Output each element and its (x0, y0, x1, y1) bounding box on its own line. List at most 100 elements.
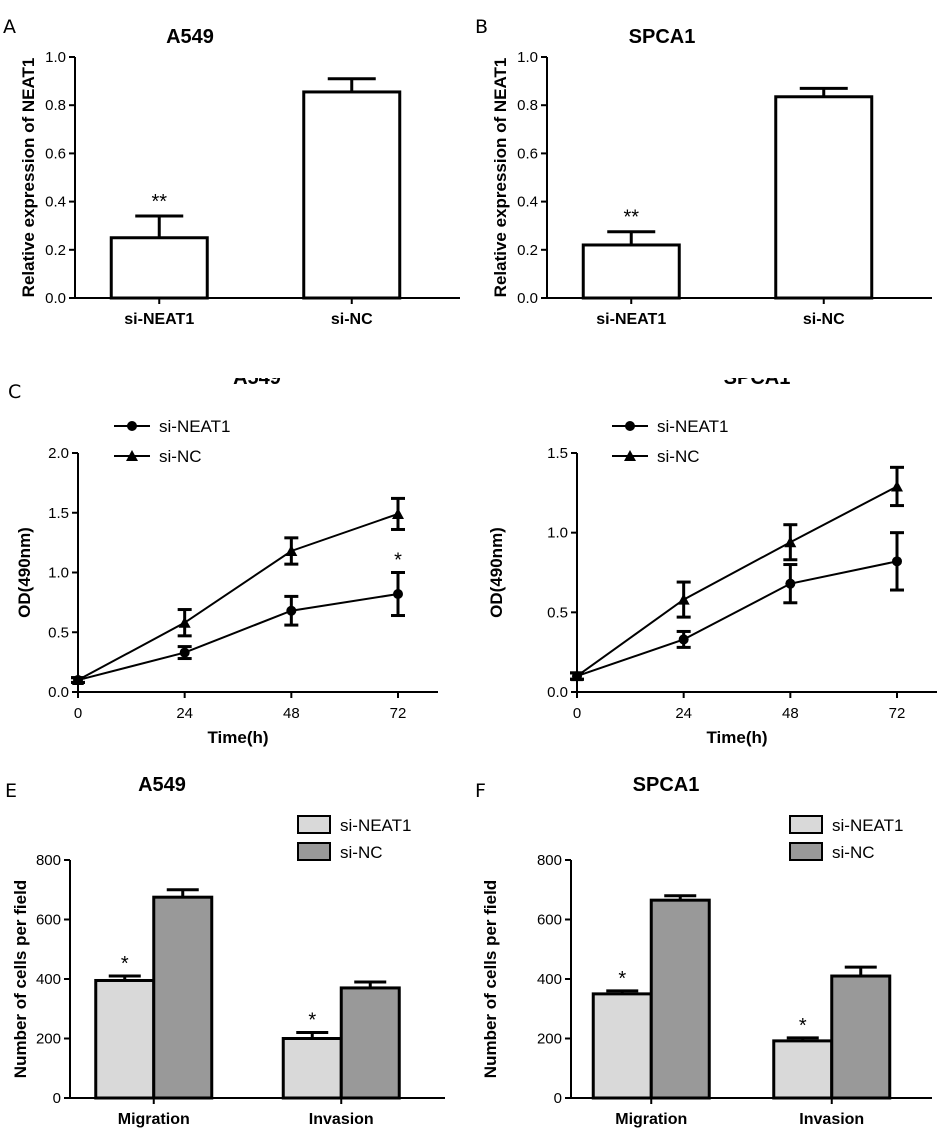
y-tick-label: 0.8 (517, 97, 538, 114)
significance-mark: ** (151, 191, 167, 213)
x-tick-label: 48 (283, 705, 300, 722)
chart-title: SPCA1 (629, 26, 696, 48)
panel-letter: D (480, 378, 495, 381)
bar-si-nc-migration (649, 898, 711, 1100)
bar-si-nc-invasion (830, 974, 892, 1100)
bar-si-nc (302, 90, 402, 300)
y-tick-label: 0.5 (547, 604, 568, 621)
y-axis-label: Number of cells per field (11, 880, 30, 1078)
data-point (892, 556, 902, 567)
series-line-si-neat1 (77, 593, 399, 682)
panel-c: C A549 0.0 0.5 1.0 1.5 2.0 OD(490nm) 0 24 48 72 Time… (0, 378, 472, 756)
bar-si-neat1 (581, 243, 681, 300)
y-tick-label: 0.0 (517, 290, 538, 307)
y-tick-label: 200 (36, 1031, 61, 1048)
y-tick-label: 0.0 (547, 684, 568, 701)
x-tick-label: 72 (390, 705, 407, 722)
legend-marker (625, 421, 635, 431)
y-tick-label: 400 (537, 971, 562, 988)
data-point (179, 647, 190, 658)
panel-letter: C (8, 381, 21, 403)
y-tick-label: 0.2 (45, 242, 66, 259)
legend-label: si-NC (832, 843, 875, 862)
y-tick-label: 600 (537, 912, 562, 929)
x-tick-label: 0 (74, 705, 82, 722)
legend-label: si-NEAT1 (340, 816, 411, 835)
x-tick-label: 48 (782, 705, 799, 722)
bar-si-nc (774, 95, 874, 300)
panel-letter: B (475, 16, 488, 38)
y-tick-label: 800 (537, 852, 562, 869)
chart-title: SPCA1 (633, 774, 700, 796)
bar-si-neat1-migration (591, 992, 653, 1100)
y-tick-label: 2.0 (48, 445, 69, 462)
legend-label: si-NEAT1 (159, 417, 230, 436)
x-tick-label: 24 (176, 705, 193, 722)
data-point (393, 589, 403, 600)
data-point (891, 480, 903, 492)
panel-letter: E (5, 780, 17, 802)
y-tick-label: 1.0 (48, 565, 69, 582)
y-tick-label: 0.4 (517, 194, 538, 211)
chart-title: A549 (233, 378, 281, 389)
y-axis-label: Number of cells per field (481, 880, 500, 1078)
y-tick-label: 1.0 (45, 49, 66, 66)
x-tick-label: si-NEAT1 (124, 311, 194, 328)
legend-swatch (789, 815, 823, 834)
x-tick-label: 24 (675, 705, 692, 722)
y-tick-label: 1.5 (547, 445, 568, 462)
series-line-si-nc (576, 485, 898, 677)
y-tick-label: 1.0 (547, 525, 568, 542)
data-point (392, 507, 404, 519)
data-point (571, 670, 583, 682)
legend-marker (127, 421, 137, 431)
x-tick-label: 0 (573, 705, 581, 722)
y-axis-label: Relative expression of NEAT1 (491, 58, 510, 298)
chart-svg: E A549 0 200 400 600 800 Number of cells per fi… (5, 774, 445, 1128)
data-point (678, 634, 689, 645)
y-tick-label: 1.5 (48, 505, 69, 522)
series-line-si-neat1 (576, 560, 898, 678)
chart-title: SPCA1 (724, 378, 791, 389)
data-point (784, 536, 797, 548)
y-axis-label: OD(490nm) (15, 527, 34, 618)
x-tick-label: Migration (118, 1111, 190, 1128)
significance-mark: * (121, 953, 129, 975)
chart-svg: D SPCA1 0.0 0.5 1.0 1.5 OD(490nm) 0 24 48 72 Time(h… (480, 378, 937, 747)
y-tick-label: 0 (53, 1090, 61, 1107)
legend-label: si-NEAT1 (832, 816, 903, 835)
y-tick-label: 0.6 (517, 145, 538, 162)
y-tick-label: 800 (36, 852, 61, 869)
y-tick-label: 0.2 (517, 242, 538, 259)
data-point (286, 605, 297, 616)
y-tick-label: 400 (36, 971, 61, 988)
panel-letter: F (475, 780, 486, 802)
y-tick-label: 0.0 (48, 684, 69, 701)
significance-mark: * (618, 968, 626, 990)
y-tick-label: 0 (554, 1090, 562, 1107)
legend-swatch (789, 842, 823, 861)
legend-swatch (297, 842, 331, 861)
chart-svg: F SPCA1 0 200 400 600 800 Number of cells per f… (475, 774, 932, 1128)
y-tick-label: 0.6 (45, 145, 66, 162)
legend-marker (126, 450, 138, 461)
x-axis-label: Time(h) (706, 728, 767, 747)
y-tick-label: 0.4 (45, 194, 66, 211)
x-tick-label: Invasion (309, 1111, 374, 1128)
legend-label: si-NC (340, 843, 383, 862)
significance-mark: * (394, 550, 402, 572)
x-axis-label: Time(h) (207, 728, 268, 747)
x-tick-label: Migration (615, 1111, 687, 1128)
chart-svg: A A549 0.0 0.2 0.4 0.6 0.8 1.0 Relative expressi… (3, 16, 460, 328)
bar-si-neat1-invasion (281, 1037, 343, 1100)
y-tick-label: 200 (537, 1031, 562, 1048)
y-tick-label: 1.0 (517, 49, 538, 66)
data-point (178, 616, 191, 628)
y-axis-label: OD(490nm) (487, 527, 506, 618)
legend-swatch (297, 815, 331, 834)
panel-letter: A (3, 16, 16, 38)
x-tick-label: si-NEAT1 (596, 311, 666, 328)
panel-e: E A549 0 200 400 600 800 Number of cells per fi… (0, 757, 472, 1135)
bar-si-neat1-invasion (772, 1039, 834, 1100)
panel-d: D SPCA1 0.0 0.5 1.0 1.5 OD(490nm) 0 24 48 72 Time(h… (472, 378, 944, 756)
